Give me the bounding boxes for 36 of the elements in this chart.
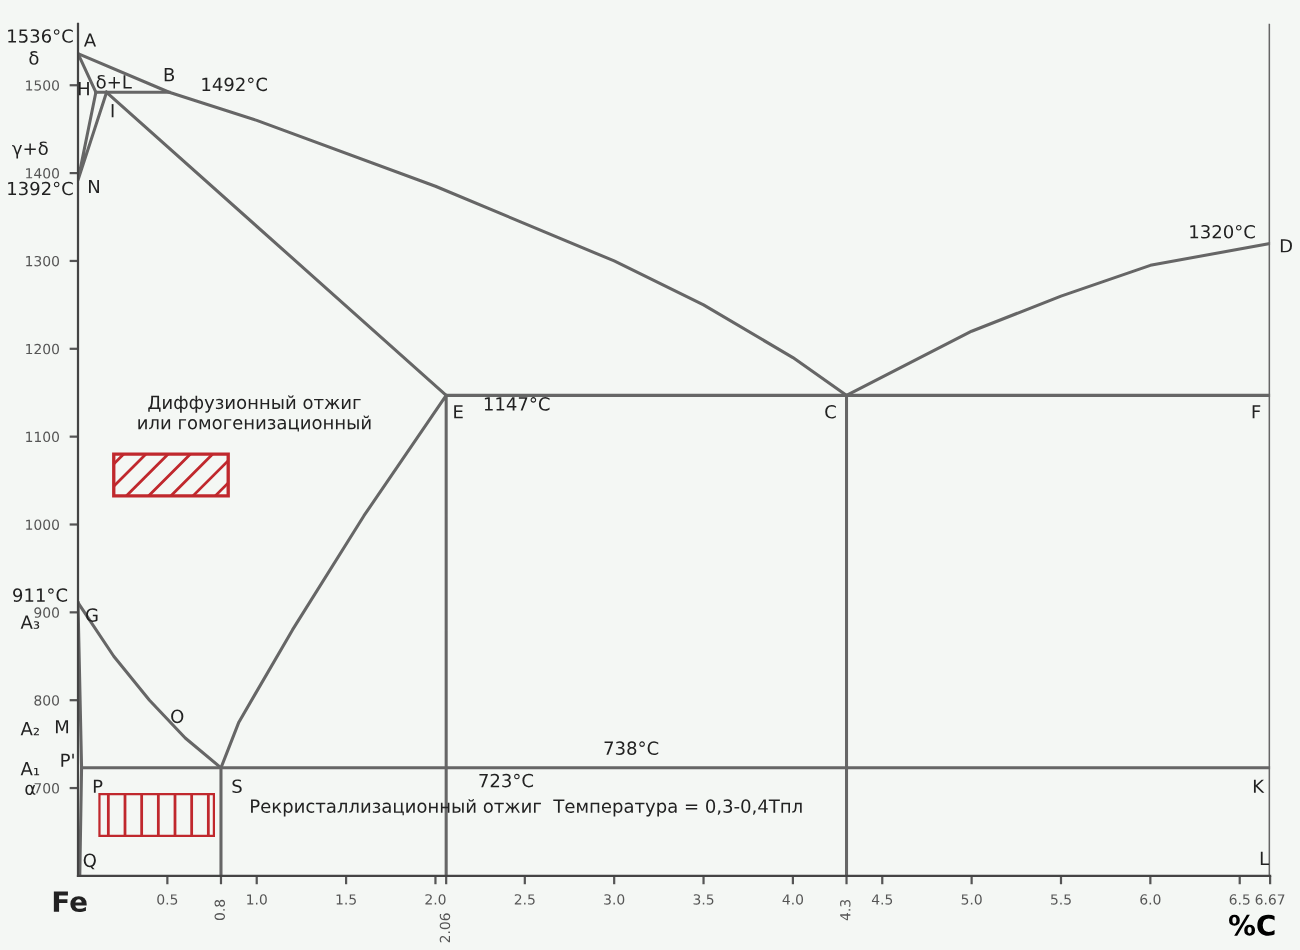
annotation: L [1260,851,1270,865]
text: A₃ [20,615,40,629]
annotation: Q [83,853,96,870]
text: α [25,784,36,796]
annotation: H [78,82,89,96]
annotation: P' [61,753,74,767]
annotation: I [111,104,114,118]
text: γ+δ [12,141,48,159]
annotation: M [55,720,69,734]
annotation: 1536°C [8,29,73,43]
annotation: F [1252,405,1261,419]
annotation: 1320°C [1190,224,1255,239]
text: δ [29,51,39,65]
annotation: O [171,709,184,724]
annotation: 723°C [479,773,534,788]
x-axis-title: %C [1229,914,1275,936]
annotation: 1492°C [202,77,267,92]
text: A₁ [20,762,40,776]
annotation: 738°C [604,741,659,756]
annotation: S [232,779,242,794]
annotation: 911°C [13,588,68,602]
annotation: A [83,33,97,47]
annotation: Диффузионный отжиг или гомогенизационный [138,395,371,432]
annotation: C [825,404,836,419]
text: Fe [53,891,87,913]
annotation: B [164,68,175,82]
annotation: δ+L [96,74,132,89]
annotation: 1147°C [484,397,550,411]
annotation: K [1253,779,1265,793]
annotation: D [1280,239,1292,253]
annotation: G [86,608,98,622]
annotation: N [89,179,99,194]
text: A₂ [20,722,39,736]
annotation: 1392°C [8,181,73,196]
annotation: E [454,405,463,419]
annotation: P [93,779,103,793]
